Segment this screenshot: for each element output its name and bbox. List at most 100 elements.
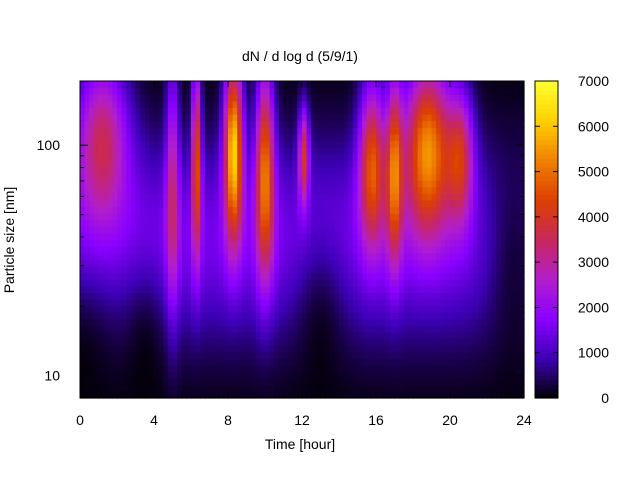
heatmap-cell <box>491 94 497 102</box>
heatmap-cell <box>440 206 446 214</box>
heatmap-cell <box>149 173 155 181</box>
heatmap-cell <box>468 305 474 313</box>
heatmap-cell <box>218 265 224 274</box>
heatmap-cell <box>246 331 252 340</box>
heatmap-cell <box>371 246 377 254</box>
heatmap-cell <box>223 206 229 214</box>
heatmap-cell <box>186 364 192 373</box>
heatmap-cell <box>167 186 174 194</box>
heatmap-cell <box>135 120 141 128</box>
heatmap-cell <box>223 133 229 142</box>
heatmap-cell <box>107 120 113 128</box>
heatmap-cell <box>440 120 446 128</box>
heatmap-cell <box>496 325 502 333</box>
heatmap-cell <box>463 173 470 181</box>
heatmap-cell <box>237 239 243 247</box>
heatmap-cell <box>269 114 275 122</box>
heatmap-cell <box>265 391 271 399</box>
heatmap-cell <box>339 305 345 313</box>
heatmap-cell <box>278 87 285 95</box>
heatmap-cell <box>112 325 118 333</box>
heatmap-cell <box>278 279 285 287</box>
heatmap-cell <box>135 265 141 274</box>
heatmap-cell <box>376 331 382 340</box>
heatmap-cell <box>348 252 354 260</box>
heatmap-cell <box>426 114 433 122</box>
heatmap-cell <box>93 358 100 366</box>
heatmap-cell <box>130 378 137 386</box>
heatmap-cell <box>172 252 178 260</box>
heatmap-cell <box>172 127 178 135</box>
heatmap-cell <box>251 186 257 194</box>
heatmap-cell <box>320 127 326 135</box>
heatmap-cell <box>140 232 146 241</box>
heatmap-cell <box>334 81 340 89</box>
heatmap-cell <box>376 305 382 313</box>
heatmap-cell <box>135 272 141 280</box>
heatmap-cell <box>278 345 285 353</box>
heatmap-cell <box>413 166 419 175</box>
heatmap-cell <box>422 206 428 214</box>
heatmap-cell <box>84 81 90 89</box>
heatmap-cell <box>126 173 132 181</box>
heatmap-cell <box>200 219 206 227</box>
heatmap-cell <box>463 120 470 128</box>
heatmap-cell <box>348 206 354 214</box>
heatmap-cell <box>468 147 474 155</box>
heatmap-cell <box>214 87 220 95</box>
heatmap-cell <box>172 378 178 386</box>
heatmap-cell <box>459 272 465 280</box>
heatmap-cell <box>505 193 511 201</box>
heatmap-cell <box>158 312 164 320</box>
heatmap-cell <box>126 114 132 122</box>
heatmap-cell <box>204 384 211 392</box>
heatmap-cell <box>487 180 493 188</box>
heatmap-cell <box>130 206 137 214</box>
heatmap-cell <box>505 107 511 115</box>
heatmap-cell <box>265 246 271 254</box>
heatmap-cell <box>149 186 155 194</box>
heatmap-cell <box>519 305 525 313</box>
heatmap-cell <box>343 371 349 379</box>
heatmap-cell <box>394 81 400 89</box>
heatmap-cell <box>93 338 100 346</box>
heatmap-cell <box>482 186 488 194</box>
heatmap-cell <box>107 213 113 221</box>
heatmap-cell <box>149 166 155 175</box>
heatmap-cell <box>394 391 400 399</box>
heatmap-cell <box>209 180 215 188</box>
heatmap-cell <box>181 160 187 168</box>
heatmap-cell <box>473 160 479 168</box>
heatmap-cell <box>325 252 331 260</box>
heatmap-cell <box>167 259 174 267</box>
heatmap-cell <box>519 364 525 373</box>
heatmap-cell <box>191 298 197 307</box>
heatmap-cell <box>274 199 280 208</box>
heatmap-cell <box>343 173 349 181</box>
heatmap-cell <box>167 140 174 148</box>
heatmap-cell <box>265 166 271 175</box>
heatmap-cell <box>260 114 266 122</box>
heatmap-cell <box>505 292 511 300</box>
heatmap-cell <box>149 384 155 392</box>
heatmap-cell <box>320 173 326 181</box>
heatmap-cell <box>505 114 511 122</box>
heatmap-cell <box>306 259 312 267</box>
heatmap-cell <box>135 378 141 386</box>
heatmap-cell <box>126 94 132 102</box>
heatmap-cell <box>431 199 437 208</box>
heatmap-cell <box>422 331 428 340</box>
heatmap-cell <box>519 166 525 175</box>
heatmap-cell <box>454 127 460 135</box>
heatmap-cell <box>348 193 354 201</box>
heatmap-cell <box>283 206 289 214</box>
heatmap-cell <box>89 345 95 353</box>
heatmap-cell <box>214 279 220 287</box>
heatmap-cell <box>329 81 335 89</box>
heatmap-cell <box>440 259 446 267</box>
heatmap-cell <box>487 219 493 227</box>
heatmap-cell <box>302 232 308 241</box>
heatmap-cell <box>167 364 174 373</box>
heatmap-cell <box>80 305 86 313</box>
heatmap-cell <box>376 173 382 181</box>
